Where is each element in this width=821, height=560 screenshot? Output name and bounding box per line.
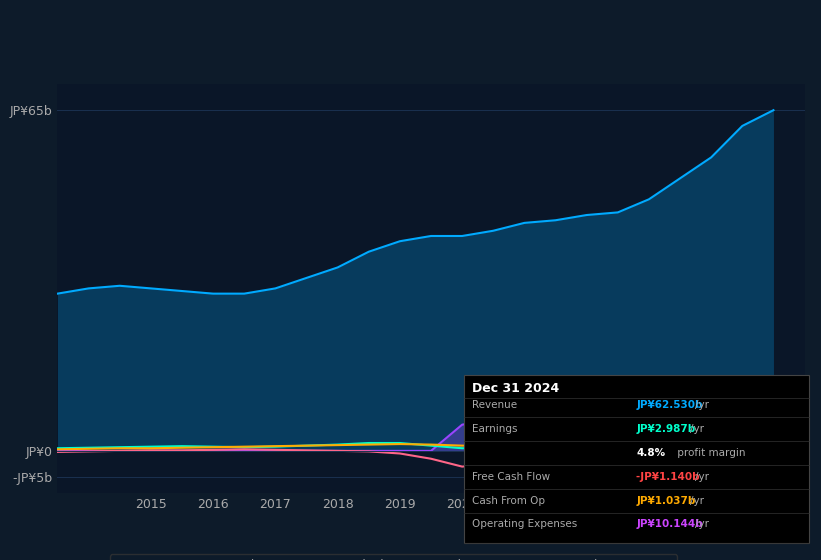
Text: /yr: /yr — [690, 424, 704, 434]
Text: Free Cash Flow: Free Cash Flow — [472, 472, 550, 482]
Text: JP¥1.037b: JP¥1.037b — [636, 496, 699, 506]
Text: /yr: /yr — [690, 496, 704, 506]
Text: /yr: /yr — [695, 400, 709, 410]
Legend: Revenue, Earnings, Free Cash Flow, Cash From Op, Operating Expenses: Revenue, Earnings, Free Cash Flow, Cash … — [110, 554, 677, 560]
Text: Cash From Op: Cash From Op — [472, 496, 545, 506]
Text: profit margin: profit margin — [674, 448, 745, 458]
Text: JP¥62.530b: JP¥62.530b — [636, 400, 706, 410]
Text: JP¥10.144b: JP¥10.144b — [636, 520, 707, 529]
Text: /yr: /yr — [695, 472, 709, 482]
Text: JP¥2.987b: JP¥2.987b — [636, 424, 699, 434]
Text: Earnings: Earnings — [472, 424, 517, 434]
Text: -JP¥1.140b: -JP¥1.140b — [636, 472, 704, 482]
Text: Operating Expenses: Operating Expenses — [472, 520, 577, 529]
Text: Dec 31 2024: Dec 31 2024 — [472, 382, 559, 395]
Text: Revenue: Revenue — [472, 400, 517, 410]
Text: 4.8%: 4.8% — [636, 448, 665, 458]
Text: /yr: /yr — [695, 520, 709, 529]
